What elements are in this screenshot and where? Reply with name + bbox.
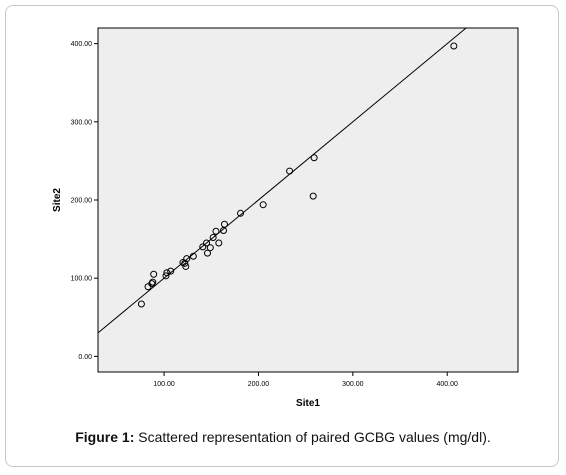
- data-point: [181, 259, 189, 267]
- x-axis: 100.00 200.00 300.00 400.00: [153, 372, 458, 388]
- data-point: [183, 255, 191, 263]
- data-point: [167, 267, 175, 275]
- data-point: [148, 280, 156, 288]
- data-point: [189, 252, 197, 260]
- y-tick-label: 100.00: [71, 276, 93, 283]
- x-tick-label: 300.00: [342, 381, 364, 388]
- y-tick-label: 200.00: [71, 198, 93, 205]
- data-point: [212, 227, 220, 235]
- data-point: [162, 272, 170, 280]
- data-point: [286, 167, 294, 175]
- data-point: [220, 220, 228, 228]
- data-point: [450, 42, 458, 50]
- x-axis-title: Site1: [296, 398, 320, 409]
- data-point: [209, 234, 217, 242]
- y-tick-label: 300.00: [71, 119, 93, 126]
- data-point: [237, 209, 245, 217]
- data-point: [215, 239, 223, 247]
- data-point: [149, 278, 157, 286]
- x-tick-label: 200.00: [248, 381, 270, 388]
- plot-content: [97, 27, 467, 334]
- plot-area: [98, 28, 518, 372]
- caption-text: Scattered representation of paired GCBG …: [134, 429, 491, 445]
- data-point: [199, 243, 207, 251]
- data-point: [203, 239, 211, 247]
- data-point: [150, 270, 158, 278]
- y-tick-label: 400.00: [71, 41, 93, 48]
- data-point: [309, 192, 317, 200]
- data-point: [206, 244, 214, 252]
- data-point: [259, 201, 267, 209]
- caption-label: Figure 1:: [75, 429, 135, 445]
- x-tick-label: 400.00: [437, 381, 459, 388]
- reference-line: [97, 27, 467, 334]
- y-axis: 0.00 100.00 200.00 300.00 400.00: [71, 41, 98, 361]
- data-point: [310, 154, 318, 162]
- y-axis-title: Site2: [52, 188, 63, 212]
- x-tick-label: 100.00: [153, 381, 175, 388]
- data-point: [137, 300, 145, 308]
- data-point: [163, 269, 171, 277]
- y-tick-label: 0.00: [78, 354, 92, 361]
- data-point: [203, 249, 211, 257]
- figure-caption: Figure 1: Scattered representation of pa…: [0, 429, 566, 445]
- data-point: [182, 262, 190, 270]
